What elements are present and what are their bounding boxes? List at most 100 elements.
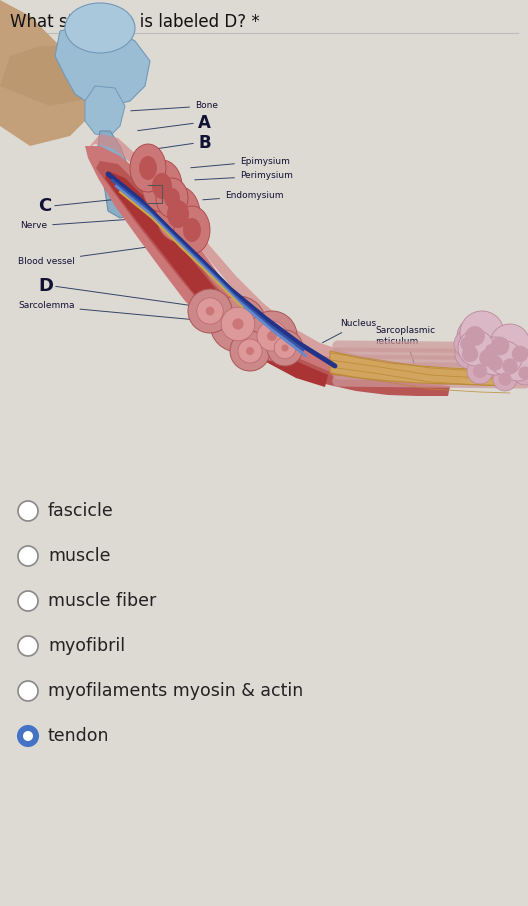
Circle shape: [493, 367, 517, 391]
Circle shape: [210, 296, 266, 352]
Circle shape: [232, 318, 243, 330]
Text: muscle fiber: muscle fiber: [48, 592, 156, 610]
Text: Endomysium: Endomysium: [203, 191, 284, 200]
Circle shape: [462, 346, 478, 362]
Circle shape: [460, 336, 476, 352]
Polygon shape: [0, 0, 90, 146]
Text: B: B: [198, 134, 211, 152]
FancyArrowPatch shape: [338, 367, 525, 369]
Ellipse shape: [65, 3, 135, 53]
Circle shape: [473, 364, 487, 378]
Circle shape: [18, 501, 38, 521]
Circle shape: [479, 349, 497, 367]
Circle shape: [513, 361, 528, 385]
Circle shape: [460, 311, 504, 355]
Text: Blood vessel: Blood vessel: [18, 246, 152, 265]
Ellipse shape: [174, 206, 210, 254]
Circle shape: [281, 344, 289, 352]
Polygon shape: [98, 131, 135, 218]
Polygon shape: [105, 171, 328, 387]
Circle shape: [490, 324, 528, 364]
Polygon shape: [330, 351, 510, 386]
Circle shape: [18, 726, 38, 746]
Circle shape: [454, 330, 482, 358]
Circle shape: [502, 358, 517, 373]
Circle shape: [472, 342, 504, 374]
Ellipse shape: [152, 173, 172, 199]
FancyArrowPatch shape: [338, 374, 525, 376]
Circle shape: [467, 358, 493, 384]
Circle shape: [483, 329, 517, 363]
FancyArrowPatch shape: [338, 360, 525, 362]
Circle shape: [205, 306, 214, 315]
Circle shape: [496, 352, 524, 380]
Circle shape: [487, 355, 503, 371]
Text: A: A: [198, 114, 211, 132]
Ellipse shape: [156, 178, 188, 218]
Circle shape: [518, 366, 528, 380]
Polygon shape: [0, 46, 120, 106]
Circle shape: [18, 636, 38, 656]
Circle shape: [481, 349, 509, 377]
Polygon shape: [85, 146, 460, 386]
Circle shape: [23, 731, 33, 741]
Circle shape: [188, 289, 232, 333]
Text: muscle: muscle: [48, 547, 110, 565]
Circle shape: [247, 311, 297, 361]
FancyArrowPatch shape: [338, 381, 525, 383]
Text: Sarcoplasmic
reticulum: Sarcoplasmic reticulum: [375, 326, 435, 363]
Circle shape: [465, 326, 485, 346]
Circle shape: [501, 347, 528, 381]
Text: Epimysium: Epimysium: [191, 157, 290, 168]
Polygon shape: [55, 26, 150, 106]
Ellipse shape: [139, 156, 157, 180]
Circle shape: [238, 339, 262, 363]
Text: myofilaments myosin & actin: myofilaments myosin & actin: [48, 682, 303, 700]
Circle shape: [267, 331, 277, 341]
Circle shape: [488, 341, 522, 375]
FancyArrowPatch shape: [338, 353, 525, 355]
Text: E: E: [467, 327, 479, 345]
Text: Nerve: Nerve: [20, 218, 145, 230]
Text: What structure is labeled D? *: What structure is labeled D? *: [10, 13, 260, 31]
Ellipse shape: [164, 188, 180, 208]
Circle shape: [18, 591, 38, 611]
Text: Bone: Bone: [131, 101, 218, 111]
Ellipse shape: [183, 218, 201, 242]
Text: Sarcolemma: Sarcolemma: [18, 302, 237, 323]
Text: Nucleus: Nucleus: [323, 320, 376, 342]
Circle shape: [476, 337, 514, 375]
Ellipse shape: [142, 160, 182, 212]
Circle shape: [479, 338, 505, 364]
Circle shape: [455, 339, 485, 369]
Circle shape: [257, 321, 287, 351]
Polygon shape: [85, 86, 125, 136]
Circle shape: [485, 344, 499, 358]
Circle shape: [197, 298, 223, 324]
Circle shape: [458, 330, 494, 366]
Circle shape: [457, 318, 493, 354]
Circle shape: [498, 372, 512, 386]
Ellipse shape: [156, 186, 200, 242]
Circle shape: [505, 339, 528, 369]
Polygon shape: [88, 134, 468, 379]
Circle shape: [230, 331, 270, 371]
Text: Perimysium: Perimysium: [195, 171, 293, 180]
Circle shape: [491, 337, 510, 355]
Circle shape: [274, 337, 296, 359]
Circle shape: [18, 681, 38, 701]
Text: myofibril: myofibril: [48, 637, 125, 655]
Circle shape: [512, 346, 528, 362]
Text: fascicle: fascicle: [48, 502, 114, 520]
Circle shape: [18, 546, 38, 566]
Ellipse shape: [130, 144, 166, 192]
Text: D: D: [38, 277, 53, 295]
Ellipse shape: [167, 200, 189, 228]
FancyArrowPatch shape: [338, 346, 525, 348]
Polygon shape: [96, 161, 450, 396]
Circle shape: [221, 307, 255, 341]
Text: C: C: [38, 197, 51, 215]
Circle shape: [246, 347, 254, 355]
Circle shape: [267, 330, 303, 366]
Text: tendon: tendon: [48, 727, 109, 745]
